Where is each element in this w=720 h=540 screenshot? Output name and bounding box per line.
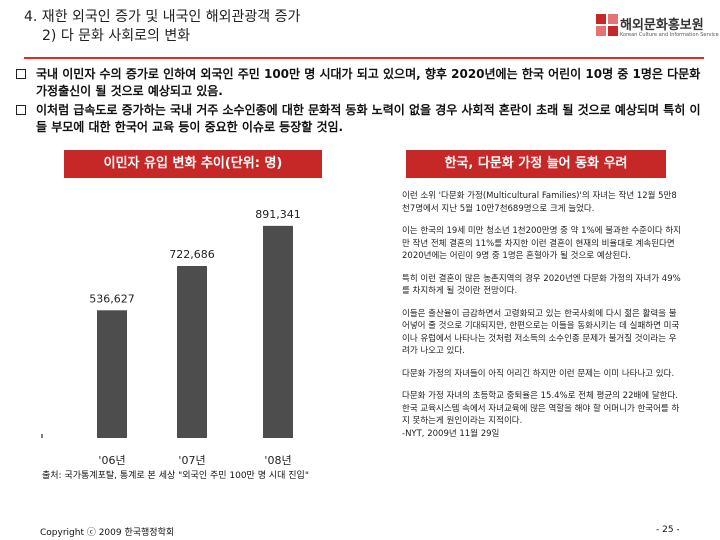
bullet-text: 국내 이민자 수의 증가로 인하여 외국인 주민 100만 명 시대가 되고 있… (36, 67, 701, 98)
news-article: 이런 소위 '다문화 가정(Multicultural Families)'의 … (402, 190, 684, 450)
x-tick-label: '08년 (264, 454, 291, 467)
bullet-item: 국내 이민자 수의 증가로 인하여 외국인 주민 100만 명 시대가 되고 있… (14, 66, 704, 100)
page-number: - 25 - (656, 525, 680, 535)
chart-bar (263, 225, 293, 438)
article-paragraph: 특히 이런 결혼이 많은 농촌지역의 경우 2020년엔 다문화 가정의 자녀가… (402, 273, 681, 297)
x-tick-label: '06년 (98, 454, 125, 467)
chart-panel-header: 이민자 유입 변화 추이(단위: 명) (64, 150, 322, 178)
bar-value-label: 891,341 (255, 208, 301, 221)
title-line-1: 4. 재한 외국인 증가 및 내국인 해외관광객 증가 (24, 9, 301, 25)
chart-source-note: 출처: 국가통계포탈, 통계로 본 세상 "외국인 주민 100만 명 시대 진… (42, 471, 309, 481)
immigrant-bar-chart: 536,627 '06년 722,686 '07년 891,341 '08년 (41, 208, 301, 467)
x-tick-label: '07년 (178, 454, 205, 467)
article-paragraph: 이런 소위 '다문화 가정(Multicultural Families)'의 … (402, 191, 677, 214)
chart-bar (97, 310, 127, 438)
logo-name-korean: 해외문화홍보원 (620, 18, 704, 33)
article-paragraph: 다문화 가정의 자녀들이 아직 어리긴 하지만 이런 문제는 이미 나타나고 있… (402, 368, 675, 379)
chart-bar (177, 266, 207, 438)
title-line-2: 2) 다 문화 사회로의 변화 (42, 28, 191, 44)
article-citation: -NYT, 2009년 11월 29일 (402, 428, 500, 439)
copyright-notice: Copyright ⓒ 2009 한국행정학회 (40, 528, 175, 538)
slide-title: 4. 재한 외국인 증가 및 내국인 해외관광객 증가 2) 다 문화 사회로의… (24, 8, 300, 46)
bullet-text: 이처럼 급속도로 증가하는 국내 거주 소수인종에 대한 문화적 동화 노력이 … (36, 103, 701, 134)
logo-mark-icon (596, 14, 618, 36)
news-panel-header: 한국, 다문화 가정 늘어 동화 우려 (406, 150, 666, 178)
title-divider (24, 57, 704, 59)
article-paragraph: 이는 한국의 19세 미만 청소년 1천200만명 중 약 1%에 불과한 수준… (402, 226, 681, 261)
bullet-item: 이처럼 급속도로 증가하는 국내 거주 소수인종에 대한 문화적 동화 노력이 … (14, 102, 704, 136)
article-paragraph: 이들은 출산율이 급감하면서 고령화되고 있는 한국사회에 다시 젊은 활력을 … (402, 308, 680, 357)
checkbox-bullet-icon (16, 105, 26, 115)
checkbox-bullet-icon (16, 69, 26, 79)
bullet-list: 국내 이민자 수의 증가로 인하여 외국인 주민 100만 명 시대가 되고 있… (14, 66, 704, 138)
bar-value-label: 536,627 (89, 292, 135, 305)
bar-value-label: 722,686 (169, 248, 215, 261)
organization-logo: 해외문화홍보원 Korean Culture and Information S… (596, 12, 719, 52)
logo-name-english: Korean Culture and Information Service (620, 32, 719, 38)
article-paragraph: 다문화 가정 자녀의 초등학교 중퇴율은 15.4%로 전체 평균의 22배에 … (402, 391, 680, 426)
